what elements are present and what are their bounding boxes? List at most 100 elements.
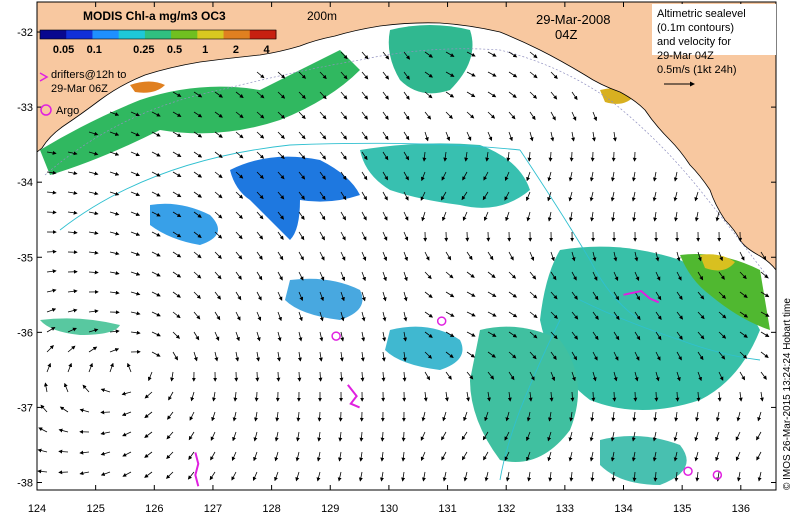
velocity-arrow	[193, 351, 198, 362]
velocity-arrow	[592, 251, 597, 262]
velocity-arrow	[673, 191, 678, 202]
velocity-arrow	[466, 71, 476, 77]
velocity-arrow	[382, 251, 388, 262]
velocity-arrow	[676, 271, 682, 281]
velocity-arrow	[130, 151, 140, 157]
lat-tick-label: -36	[17, 327, 33, 339]
velocity-arrow	[592, 351, 598, 361]
velocity-arrow	[172, 91, 182, 97]
velocity-arrow	[424, 291, 433, 299]
velocity-arrow	[361, 91, 369, 100]
velocity-arrow	[187, 471, 195, 480]
chlorophyll-layer	[40, 25, 770, 485]
colorbar-tick-label: 0.5	[167, 44, 182, 56]
velocity-arrow	[550, 271, 557, 281]
velocity-arrow	[547, 191, 552, 202]
velocity-arrow	[298, 271, 304, 281]
velocity-arrow	[144, 451, 153, 458]
velocity-arrow	[547, 171, 552, 182]
velocity-arrow	[760, 371, 767, 380]
velocity-arrow	[298, 291, 304, 302]
velocity-arrow	[568, 171, 573, 182]
velocity-arrow	[655, 311, 662, 321]
velocity-arrow	[655, 271, 661, 281]
velocity-arrow	[361, 111, 368, 120]
velocity-arrow	[424, 351, 433, 359]
chl-patch-southeast	[470, 326, 578, 462]
drifter-tracks	[194, 289, 660, 487]
velocity-arrow	[547, 451, 552, 462]
velocity-arrow	[613, 331, 620, 341]
velocity-arrow	[589, 171, 594, 182]
velocity-arrow	[109, 131, 120, 136]
velocity-arrow	[254, 411, 258, 422]
velocity-arrow	[59, 406, 69, 413]
velocity-arrow	[67, 327, 77, 333]
velocity-arrow	[109, 362, 114, 373]
velocity-arrow	[337, 471, 342, 482]
velocity-arrow	[100, 388, 111, 393]
velocity-arrow	[340, 211, 346, 221]
velocity-arrow	[717, 391, 722, 402]
velocity-arrow	[655, 291, 662, 301]
velocity-arrow	[298, 211, 305, 221]
velocity-arrow	[214, 111, 223, 118]
velocity-arrow	[715, 211, 720, 222]
velocity-arrow	[46, 308, 57, 313]
velocity-arrow	[487, 351, 496, 358]
drifter-track	[194, 452, 200, 487]
velocity-arrow	[466, 391, 470, 402]
drifter-track	[623, 289, 660, 304]
velocity-arrow	[676, 351, 682, 361]
velocity-arrow	[508, 111, 516, 120]
velocity-arrow	[172, 291, 181, 298]
velocity-arrow	[151, 131, 161, 137]
chl-patch-coastal	[40, 50, 360, 175]
colorbar-border	[39, 29, 277, 40]
velocity-arrow	[359, 451, 364, 462]
velocity-arrow	[256, 351, 261, 362]
velocity-arrow	[274, 451, 279, 462]
velocity-arrow	[612, 131, 617, 142]
velocity-arrow	[403, 271, 408, 282]
velocity-arrow	[738, 391, 743, 402]
velocity-arrow	[403, 211, 409, 221]
velocity-arrow	[361, 271, 366, 282]
velocity-arrow	[529, 271, 537, 280]
velocity-arrow	[193, 171, 203, 178]
velocity-arrow	[382, 231, 388, 241]
lon-tick-label: 135	[673, 503, 691, 515]
colorbar-swatch	[197, 30, 225, 39]
velocity-arrow	[735, 451, 741, 461]
velocity-arrow	[424, 311, 434, 318]
velocity-arrow	[569, 411, 574, 422]
velocity-arrow	[130, 291, 141, 296]
velocity-arrow	[88, 250, 99, 255]
colorbar-ticks: 0.05 0.1 0.25 0.5 1 2 4	[53, 44, 271, 56]
velocity-arrow	[46, 327, 56, 333]
lon-tick-label: 136	[732, 503, 750, 515]
velocity-arrow	[298, 251, 304, 261]
velocity-arrow	[382, 111, 389, 120]
velocity-arrows	[37, 51, 770, 482]
velocity-arrow	[359, 431, 364, 442]
velocity-arrow	[550, 71, 558, 80]
velocity-arrow	[338, 431, 343, 442]
velocity-arrow	[589, 191, 594, 202]
velocity-arrow	[403, 291, 408, 302]
velocity-arrow	[423, 391, 428, 402]
velocity-arrow	[172, 251, 182, 258]
velocity-arrow	[464, 151, 469, 162]
velocity-arrow	[193, 291, 201, 299]
velocity-arrow	[277, 191, 285, 200]
velocity-arrow	[109, 211, 120, 216]
velocity-arrow	[274, 431, 279, 442]
velocity-arrow	[487, 91, 497, 98]
velocity-arrow	[380, 471, 384, 482]
velocity-arrow	[529, 291, 538, 299]
velocity-arrow	[631, 171, 636, 182]
velocity-arrow	[193, 311, 201, 320]
velocity-arrow	[550, 351, 557, 360]
velocity-arrow	[214, 311, 221, 321]
velocity-arrow	[340, 51, 348, 60]
